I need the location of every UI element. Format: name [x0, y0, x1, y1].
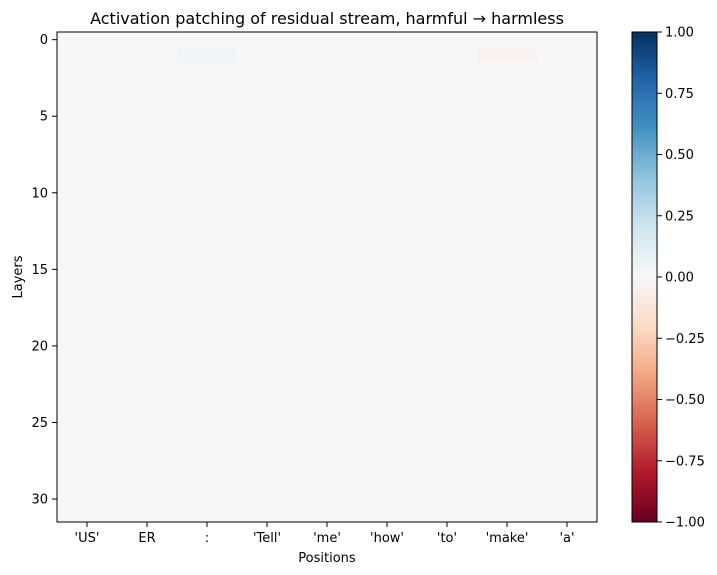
y-tick-label: 5	[40, 110, 48, 125]
y-tick-label: 20	[31, 339, 48, 354]
x-tick-label: 'make'	[486, 531, 529, 546]
colorbar-tick-label: 0.75	[665, 87, 694, 102]
x-tick-label: 'me'	[313, 531, 341, 546]
colorbar-tick-label: 0.50	[665, 148, 694, 163]
x-tick-label: 'to'	[437, 531, 457, 546]
colorbar-tick-label: −0.50	[665, 393, 705, 408]
x-tick-label: 'US'	[75, 531, 100, 546]
x-tick-label: 'how'	[370, 531, 404, 546]
x-tick-label: :	[205, 531, 209, 546]
y-tick-label: 10	[31, 186, 48, 201]
x-tick-label: 'Tell'	[253, 531, 281, 546]
chart-title: Activation patching of residual stream, …	[90, 9, 564, 28]
heatmap-cells	[57, 32, 597, 522]
y-axis: 0 5 10 15 20 25 30	[31, 33, 57, 508]
x-axis: 'US' ER: 'Tell' 'me' 'how' 'to' 'make' 'a'	[75, 522, 575, 546]
heatmap-background	[57, 32, 597, 522]
y-tick-label: 15	[31, 263, 48, 278]
colorbar	[631, 31, 658, 523]
y-axis-label: Layers	[11, 255, 26, 298]
colorbar-tick-label: −0.75	[665, 454, 705, 469]
heatmap-cell	[477, 47, 537, 63]
colorbar-tick-label: 0.00	[665, 271, 694, 286]
colorbar-tick-label: 0.25	[665, 209, 694, 224]
x-axis-label: Positions	[298, 551, 356, 566]
heatmap-cell	[177, 47, 237, 63]
x-tick-label: ER	[138, 531, 155, 546]
colorbar-tick-label: −0.25	[665, 332, 705, 347]
y-tick-label: 25	[31, 416, 48, 431]
colorbar-ticks: 1.00 0.75 0.50 0.25 0.00 −0.25 −0.50 −0.75 −1.00	[657, 26, 705, 531]
y-tick-label: 0	[40, 33, 48, 48]
colorbar-tick-label: −1.00	[665, 516, 705, 531]
x-tick-label: 'a'	[559, 531, 574, 546]
y-tick-label: 30	[31, 493, 48, 508]
colorbar-tick-label: 1.00	[665, 26, 694, 41]
